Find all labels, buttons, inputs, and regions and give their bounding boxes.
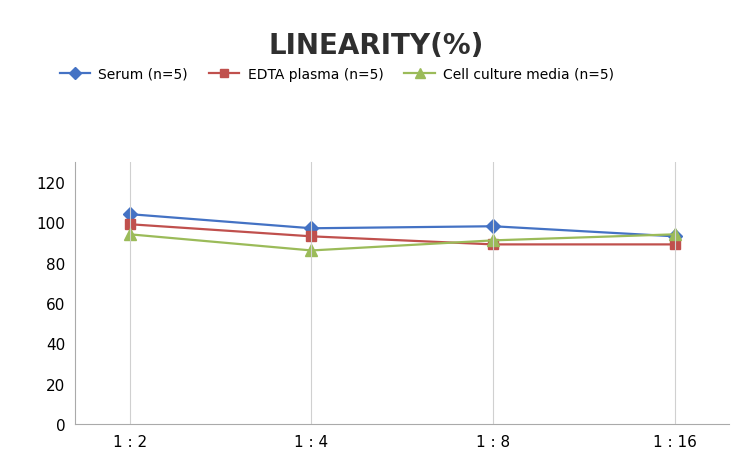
Cell culture media (n=5) bbox=[125, 232, 134, 238]
EDTA plasma (n=5) bbox=[671, 242, 680, 248]
EDTA plasma (n=5) bbox=[125, 222, 134, 227]
Line: Cell culture media (n=5): Cell culture media (n=5) bbox=[124, 229, 681, 257]
Serum (n=5) bbox=[489, 224, 498, 230]
Line: Serum (n=5): Serum (n=5) bbox=[125, 210, 680, 242]
Serum (n=5) bbox=[125, 212, 134, 217]
Serum (n=5) bbox=[671, 234, 680, 239]
Cell culture media (n=5) bbox=[671, 232, 680, 238]
EDTA plasma (n=5) bbox=[307, 234, 316, 239]
Legend: Serum (n=5), EDTA plasma (n=5), Cell culture media (n=5): Serum (n=5), EDTA plasma (n=5), Cell cul… bbox=[59, 68, 614, 82]
Serum (n=5) bbox=[307, 226, 316, 231]
Cell culture media (n=5) bbox=[307, 248, 316, 253]
Cell culture media (n=5) bbox=[489, 238, 498, 244]
EDTA plasma (n=5) bbox=[489, 242, 498, 248]
Line: EDTA plasma (n=5): EDTA plasma (n=5) bbox=[125, 220, 680, 250]
Text: LINEARITY(%): LINEARITY(%) bbox=[268, 32, 484, 60]
